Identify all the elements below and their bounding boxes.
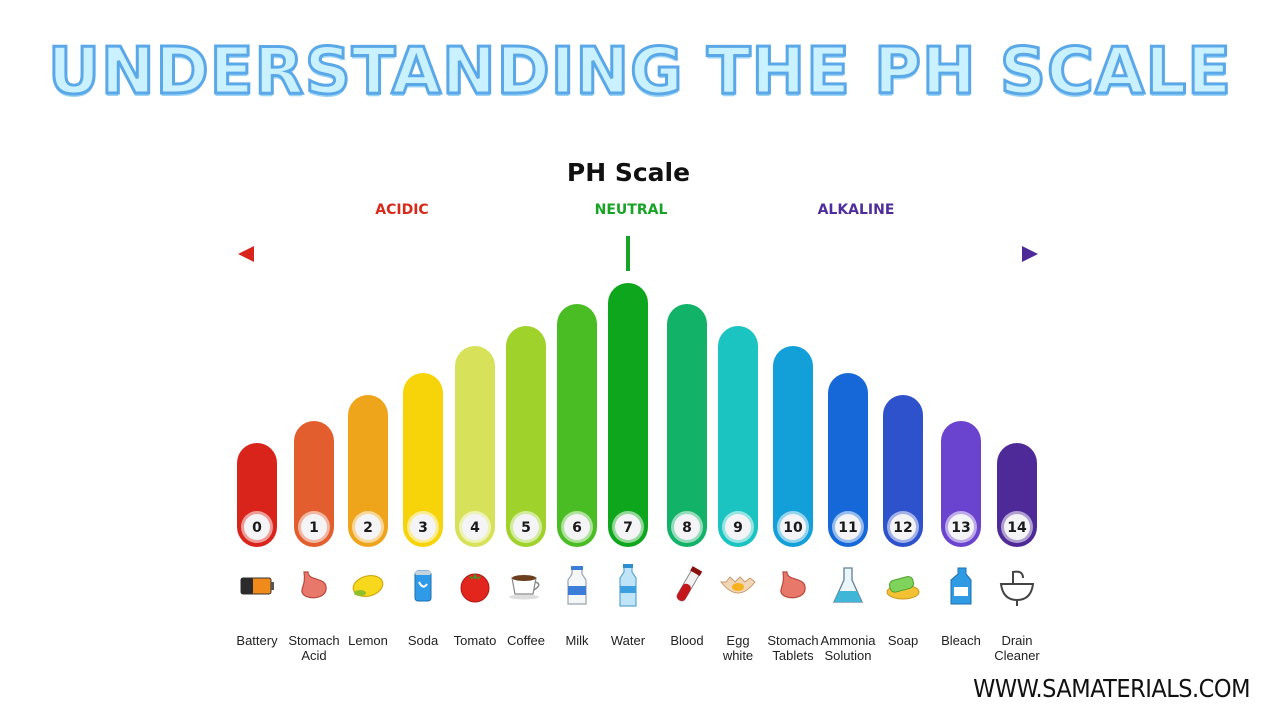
website-url: WWW.SAMATERIALS.COM [973, 674, 1250, 703]
blood-tube-icon [676, 566, 703, 602]
ph-value: 6 [572, 520, 582, 536]
item-label: Drain [1001, 633, 1032, 648]
item-label: Stomach [767, 633, 818, 648]
item-label: Ammonia [821, 633, 877, 648]
banner-title: UNDERSTANDING THE PH SCALE [47, 34, 1233, 110]
neutral-label: NEUTRAL [594, 202, 668, 218]
ph-bar [883, 395, 923, 547]
item-label: Stomach [288, 633, 339, 648]
ph-value-badge: 4 [459, 511, 491, 543]
sink-icon [999, 570, 1035, 606]
item-label: Tablets [772, 648, 814, 663]
soda-can-icon [414, 570, 432, 602]
ph-value: 9 [733, 520, 743, 536]
ph-bar [506, 326, 546, 547]
ph-value-badge: 7 [612, 511, 644, 543]
lemon-icon [352, 574, 384, 598]
stomach-icon [780, 571, 806, 599]
item-label: Lemon [348, 633, 388, 648]
item-label: white [722, 648, 753, 663]
ph-value-badge: 6 [561, 511, 593, 543]
item-label: Battery [236, 633, 278, 648]
item-label: Tomato [454, 633, 497, 648]
ph-value-badge: 13 [945, 511, 977, 543]
ph-value-badge: 3 [407, 511, 439, 543]
water-bottle-icon [619, 564, 637, 607]
ph-value: 3 [418, 520, 428, 536]
ph-value-badge: 10 [777, 511, 809, 543]
ph-value-badge: 5 [510, 511, 542, 543]
ph-value-badge: 1 [298, 511, 330, 543]
ph-value: 10 [783, 520, 803, 536]
ph-value-badge: 2 [352, 511, 384, 543]
ph-value-badge: 14 [1001, 511, 1033, 543]
egg-icon [719, 576, 756, 594]
bleach-bottle-icon [950, 567, 972, 605]
alkaline-label: ALKALINE [817, 202, 895, 218]
ph-value: 4 [470, 520, 480, 536]
ph-value: 2 [363, 520, 373, 536]
item-label: Coffee [507, 633, 545, 648]
tomato-icon [460, 573, 490, 603]
ph-bar [348, 395, 388, 547]
scale-title: PH Scale [566, 158, 691, 187]
flask-icon [832, 567, 864, 603]
ph-value-badge: 9 [722, 511, 754, 543]
ph-value: 13 [951, 520, 970, 536]
ph-value: 8 [682, 520, 692, 536]
ph-bar [667, 304, 707, 547]
ph-value: 7 [623, 520, 633, 536]
ph-bar [718, 326, 758, 547]
item-label: Bleach [941, 633, 981, 648]
ph-value: 1 [309, 520, 319, 536]
ph-value-badge: 11 [832, 511, 864, 543]
battery-icon [240, 577, 274, 595]
item-label: Soda [408, 633, 439, 648]
item-label: Acid [301, 648, 326, 663]
item-label: Blood [670, 633, 703, 648]
item-label: Egg [726, 633, 749, 648]
ph-bar [828, 373, 868, 547]
ph-value-badge: 0 [241, 511, 273, 543]
acidic-label: ACIDIC [375, 202, 429, 218]
ph-bar [455, 346, 495, 547]
ph-bar [608, 283, 648, 547]
soap-icon [886, 576, 920, 600]
item-label: Milk [565, 633, 589, 648]
ph-value: 12 [893, 520, 912, 536]
ph-value: 14 [1007, 520, 1027, 536]
item-label: Solution [825, 648, 872, 663]
ph-value-badge: 8 [671, 511, 703, 543]
ph-value: 5 [521, 520, 531, 536]
ph-value: 11 [838, 520, 857, 536]
milk-bottle-icon [567, 566, 587, 605]
ph-value: 0 [252, 520, 262, 536]
ph-bar [403, 373, 443, 547]
alkaline-arrowhead-icon [1022, 246, 1038, 262]
item-label: Cleaner [994, 648, 1040, 663]
item-label: Water [611, 633, 646, 648]
ph-bar [557, 304, 597, 547]
acidic-arrowhead-icon [238, 246, 254, 262]
stomach-icon [301, 571, 327, 599]
ph-bar [773, 346, 813, 547]
ph-value-badge: 12 [887, 511, 919, 543]
item-label: Soap [888, 633, 918, 648]
coffee-cup-icon [509, 575, 540, 600]
